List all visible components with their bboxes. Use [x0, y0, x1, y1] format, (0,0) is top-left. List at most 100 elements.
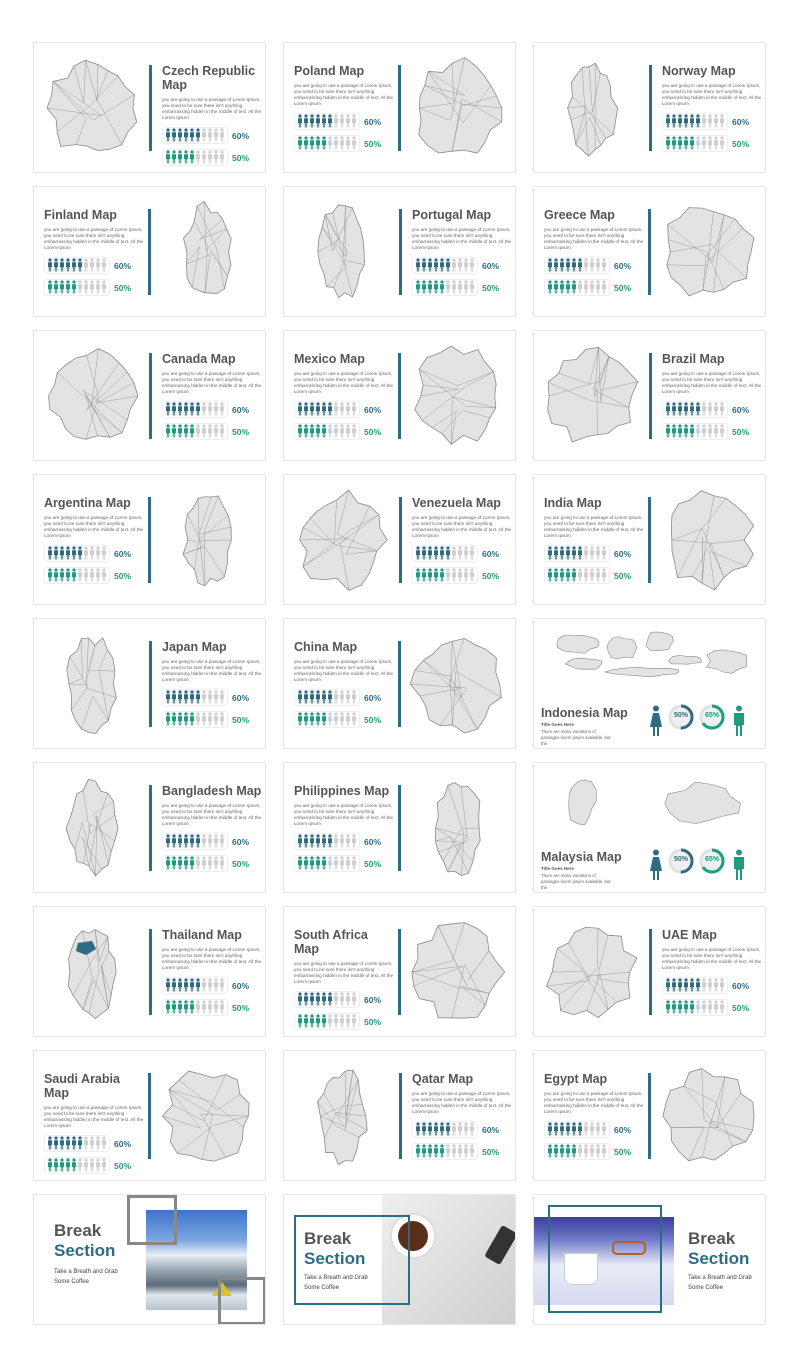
slide-saudi-arabia-map[interactable]: Saudi Arabia Map you are going to use a p… — [33, 1050, 266, 1181]
people-chart-blue — [544, 257, 610, 274]
person-icon — [195, 150, 201, 164]
person-icon — [321, 114, 327, 128]
person-icon — [701, 978, 707, 992]
person-icon — [83, 280, 89, 294]
slide-break-section[interactable]: Break Section Take a Breath and Grab Some … — [33, 1194, 266, 1325]
slide-break-section[interactable]: Break Section Take a Breath and Grab Some … — [533, 1194, 766, 1325]
person-icon — [671, 424, 677, 438]
person-icon — [351, 114, 357, 128]
person-icon — [171, 856, 177, 870]
person-icon — [421, 546, 427, 560]
person-icon — [165, 128, 171, 142]
section-title: Section — [304, 1249, 366, 1268]
slide-finland-map[interactable]: Finland Map you are going to use a passag… — [33, 186, 266, 317]
person-icon — [583, 1122, 589, 1136]
slide-thailand-map[interactable]: Thailand Map you are going to use a passa… — [33, 906, 266, 1037]
person-icon — [309, 690, 315, 704]
stat-value-green: 50% — [482, 1146, 500, 1157]
text-block: Poland Map you are going to use a passage… — [294, 64, 396, 157]
person-icon — [469, 280, 475, 294]
slide-qatar-map[interactable]: Qatar Map you are going to use a passage … — [283, 1050, 516, 1181]
slide-philippines-map[interactable]: Philippines Map you are going to use a pa… — [283, 762, 516, 893]
person-icon — [189, 150, 195, 164]
person-icon — [183, 834, 189, 848]
slide-malaysia-map[interactable]: Malaysia Map Title Goes Here There are man… — [533, 762, 766, 893]
slide-poland-map[interactable]: Poland Map you are going to use a passage… — [283, 42, 516, 173]
person-icon — [327, 992, 333, 1006]
people-chart-green — [44, 1157, 110, 1174]
region-border — [575, 116, 602, 146]
czech-republic-map-icon — [40, 53, 144, 163]
person-icon — [189, 834, 195, 848]
stat-row-green: 50% — [162, 423, 264, 440]
slide-czech-republic-map[interactable]: Czech Republic Map you are going to use a… — [33, 42, 266, 173]
slide-venezuela-map[interactable]: Venezuela Map you are going to use a pass… — [283, 474, 516, 605]
people-chart-green — [294, 855, 360, 872]
frame-square-top — [127, 1195, 177, 1245]
stat-value-green: 50% — [614, 1146, 632, 1157]
person-icon — [695, 978, 701, 992]
person-icon — [333, 114, 339, 128]
region-border — [420, 384, 459, 397]
person-icon — [165, 978, 171, 992]
coffee-cup — [390, 1213, 436, 1259]
stat-row-blue: 60% — [544, 545, 646, 562]
slide-portugal-map[interactable]: Portugal Map you are going to use a passa… — [283, 186, 516, 317]
accent-divider — [398, 785, 401, 871]
person-icon — [333, 424, 339, 438]
slide-break-section[interactable]: Break Section Take a Breath and Grab Some … — [283, 1194, 516, 1325]
people-chart-green — [44, 567, 110, 584]
country-outline — [418, 57, 503, 154]
slide-title: Brazil Map — [662, 352, 725, 366]
slide-brazil-map[interactable]: Brazil Map you are going to use a passage… — [533, 330, 766, 461]
region-border — [596, 935, 629, 984]
slide-uae-map[interactable]: UAE Map you are going to use a passage of… — [533, 906, 766, 1037]
slide-mexico-map[interactable]: Mexico Map you are going to use a passage… — [283, 330, 516, 461]
person-icon — [183, 856, 189, 870]
person-icon — [321, 690, 327, 704]
person-icon — [671, 1000, 677, 1014]
person-icon — [415, 1122, 421, 1136]
region-border — [88, 793, 108, 867]
slide-japan-map[interactable]: Japan Map you are going to use a passage … — [33, 618, 266, 749]
people-chart-blue — [162, 689, 228, 706]
accent-divider — [149, 929, 152, 1015]
person-icon — [695, 114, 701, 128]
people-chart-blue — [162, 401, 228, 418]
island-shape — [603, 666, 680, 678]
slide-india-map[interactable]: India Map you are going to use a passage … — [533, 474, 766, 605]
person-icon — [321, 136, 327, 150]
person-icon — [457, 280, 463, 294]
stat-value-blue: 60% — [482, 548, 500, 559]
slide-china-map[interactable]: China Map you are going to use a passage … — [283, 618, 516, 749]
slide-norway-map[interactable]: Norway Map you are going to use a passage… — [533, 42, 766, 173]
slide-title: Finland Map — [44, 208, 117, 222]
slide-greece-map[interactable]: Greece Map you are going to use a passage… — [533, 186, 766, 317]
slide-bangladesh-map[interactable]: Bangladesh Map you are going to use a pas… — [33, 762, 266, 893]
person-icon — [303, 834, 309, 848]
people-chart-green — [294, 1013, 360, 1030]
slide-egypt-map[interactable]: Egypt Map you are going to use a passage … — [533, 1050, 766, 1181]
break-subtitle: Take a Breath and Grab Some Coffee — [54, 1269, 118, 1285]
person-icon — [577, 546, 583, 560]
person-icon — [457, 1122, 463, 1136]
person-icon — [83, 1158, 89, 1172]
person-icon — [177, 402, 183, 416]
people-chart-green — [294, 711, 360, 728]
person-icon — [297, 834, 303, 848]
malaysia-map-icon — [544, 771, 756, 841]
slide-indonesia-map[interactable]: Indonesia Map Title Goes Here There are ma… — [533, 618, 766, 749]
slide-title: Mexico Map — [294, 352, 365, 366]
person-icon — [47, 258, 53, 272]
stat-value-blue: 60% — [482, 260, 500, 271]
person-icon — [433, 1144, 439, 1158]
people-chart-blue — [44, 545, 110, 562]
slide-canada-map[interactable]: Canada Map you are going to use a passage… — [33, 330, 266, 461]
person-icon — [559, 1144, 565, 1158]
person-icon — [333, 690, 339, 704]
slide-argentina-map[interactable]: Argentina Map you are going to use a pass… — [33, 474, 266, 605]
region-border — [702, 228, 743, 291]
accent-divider — [648, 1073, 651, 1159]
region-border — [414, 670, 478, 730]
slide-south-africa-map[interactable]: South Africa Map you are going to use a p… — [283, 906, 516, 1037]
